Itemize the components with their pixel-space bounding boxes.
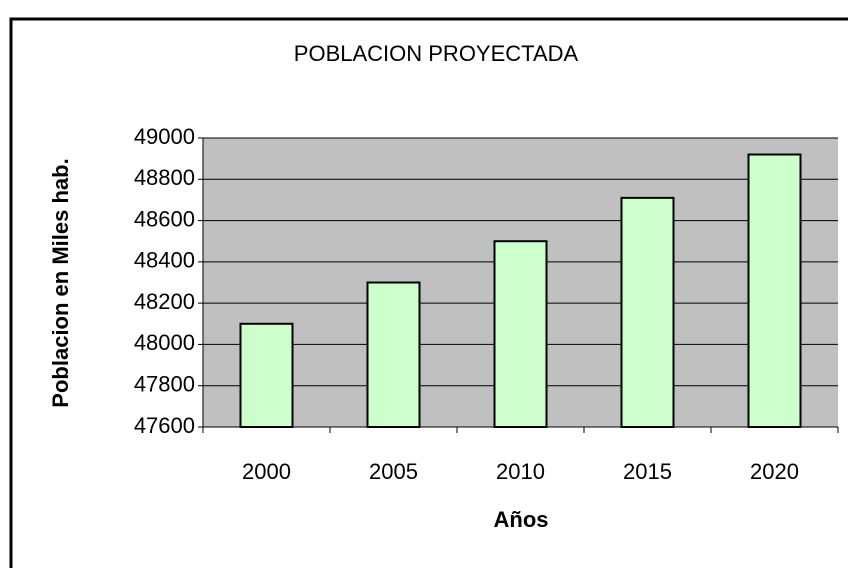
x-tick-label: 2015	[623, 459, 672, 484]
x-tick-label: 2005	[369, 459, 418, 484]
y-tick-label: 48200	[134, 289, 195, 314]
x-tick-label: 2020	[750, 459, 799, 484]
bar	[239, 322, 294, 428]
bar	[747, 153, 802, 428]
y-tick-label: 47800	[134, 372, 195, 397]
y-tick-label: 48600	[134, 206, 195, 231]
y-tick-label: 48000	[134, 330, 195, 355]
y-tick-label: 48400	[134, 248, 195, 273]
y-axis-label: Poblacion en Miles hab.	[48, 158, 73, 407]
x-axis-label: Años	[494, 507, 549, 532]
y-tick-label: 49000	[134, 124, 195, 149]
bar	[366, 281, 421, 428]
x-tick-label: 2000	[242, 459, 291, 484]
bar	[620, 196, 675, 428]
chart-title: POBLACION PROYECTADA	[294, 41, 579, 66]
y-tick-label: 48800	[134, 165, 195, 190]
y-tick-label: 47600	[134, 413, 195, 438]
bar	[493, 240, 548, 428]
x-tick-label: 2010	[496, 459, 545, 484]
